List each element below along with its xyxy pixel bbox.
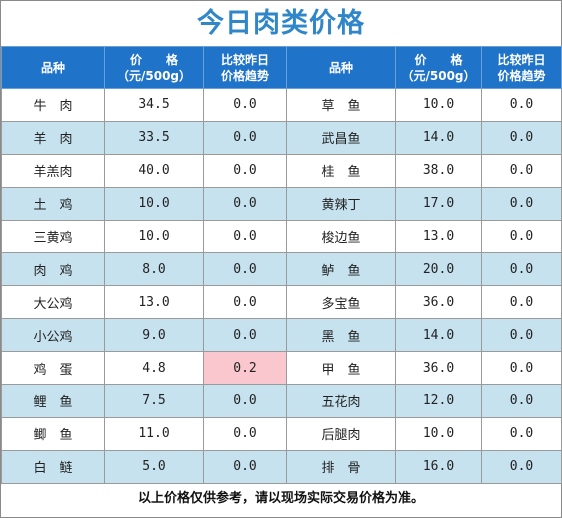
table-header-row: 品种 价 格 （元/500g） 比较昨日 价格趋势 品种 价 格 （元/500g… — [1, 46, 562, 89]
variety-right: 五花肉 — [286, 384, 396, 418]
variety-left: 鸡 蛋 — [1, 351, 105, 386]
variety-left: 鲤 鱼 — [1, 384, 105, 418]
variety-right: 草 鱼 — [286, 88, 396, 122]
price-right: 10.0 — [395, 416, 482, 451]
price-left: 5.0 — [104, 449, 204, 484]
table-row: 牛 肉 34.5 0.0 草 鱼 10.0 0.0 — [1, 88, 562, 122]
price-table: 品种 价 格 （元/500g） 比较昨日 价格趋势 品种 价 格 （元/500g… — [1, 46, 562, 484]
variety-left: 鲫 鱼 — [1, 416, 105, 451]
price-left: 40.0 — [104, 153, 204, 188]
price-right: 38.0 — [395, 153, 482, 188]
variety-right: 桂 鱼 — [286, 153, 396, 188]
trend-left: 0.0 — [203, 88, 287, 122]
variety-right: 后腿肉 — [286, 416, 396, 451]
price-left: 9.0 — [104, 318, 204, 353]
trend-left: 0.0 — [203, 384, 287, 418]
trend-right: 0.0 — [481, 153, 562, 188]
price-right: 36.0 — [395, 285, 482, 320]
variety-left: 羊羔肉 — [1, 153, 105, 188]
price-right: 20.0 — [395, 252, 482, 287]
variety-left: 大公鸡 — [1, 285, 105, 320]
trend-left: 0.0 — [203, 120, 287, 155]
price-left: 11.0 — [104, 416, 204, 451]
trend-right: 0.0 — [481, 384, 562, 418]
trend-left: 0.0 — [203, 186, 287, 221]
trend-right: 0.0 — [481, 285, 562, 320]
trend-left: 0.0 — [203, 252, 287, 287]
price-left: 13.0 — [104, 285, 204, 320]
trend-left: 0.0 — [203, 285, 287, 320]
header-variety-left: 品种 — [1, 46, 105, 89]
header-price-right: 价 格 （元/500g） — [395, 46, 482, 89]
table-row: 鲤 鱼 7.5 0.0 五花肉 12.0 0.0 — [1, 384, 562, 418]
trend-left: 0.0 — [203, 153, 287, 188]
table-row: 大公鸡 13.0 0.0 多宝鱼 36.0 0.0 — [1, 285, 562, 320]
variety-left: 白 鲢 — [1, 449, 105, 484]
trend-right: 0.0 — [481, 318, 562, 353]
price-right: 14.0 — [395, 318, 482, 353]
variety-left: 肉 鸡 — [1, 252, 105, 287]
variety-right: 黄辣丁 — [286, 186, 396, 221]
table-row: 土 鸡 10.0 0.0 黄辣丁 17.0 0.0 — [1, 186, 562, 221]
price-right: 10.0 — [395, 88, 482, 122]
price-left: 4.8 — [104, 351, 204, 386]
variety-left: 羊 肉 — [1, 120, 105, 155]
table-row: 鸡 蛋 4.8 0.2 甲 鱼 36.0 0.0 — [1, 351, 562, 386]
disclaimer-note: 以上价格仅供参考，请以现场实际交易价格为准。 — [137, 490, 424, 506]
variety-right: 黑 鱼 — [286, 318, 396, 353]
variety-left: 土 鸡 — [1, 186, 105, 221]
variety-right: 武昌鱼 — [286, 120, 396, 155]
trend-left: 0.0 — [203, 219, 287, 254]
table-row: 羊羔肉 40.0 0.0 桂 鱼 38.0 0.0 — [1, 153, 562, 188]
price-right: 12.0 — [395, 384, 482, 418]
price-left: 8.0 — [104, 252, 204, 287]
table-row: 白 鲢 5.0 0.0 排 骨 16.0 0.0 — [1, 449, 562, 484]
trend-left-up: 0.2 — [203, 351, 287, 386]
price-right: 14.0 — [395, 120, 482, 155]
trend-left: 0.0 — [203, 449, 287, 484]
trend-right: 0.0 — [481, 252, 562, 287]
header-variety-right: 品种 — [286, 46, 396, 89]
trend-right: 0.0 — [481, 416, 562, 451]
page-title: 今日肉类价格 — [197, 8, 365, 39]
trend-left: 0.0 — [203, 318, 287, 353]
trend-right: 0.0 — [481, 120, 562, 155]
table-row: 肉 鸡 8.0 0.0 鲈 鱼 20.0 0.0 — [1, 252, 562, 287]
price-right: 36.0 — [395, 351, 482, 386]
header-price-left: 价 格 （元/500g） — [104, 46, 204, 89]
price-left: 10.0 — [104, 219, 204, 254]
trend-right: 0.0 — [481, 449, 562, 484]
variety-right: 多宝鱼 — [286, 285, 396, 320]
variety-right: 排 骨 — [286, 449, 396, 484]
price-left: 33.5 — [104, 120, 204, 155]
price-right: 13.0 — [395, 219, 482, 254]
table-row: 羊 肉 33.5 0.0 武昌鱼 14.0 0.0 — [1, 120, 562, 155]
trend-right: 0.0 — [481, 219, 562, 254]
variety-left: 三黄鸡 — [1, 219, 105, 254]
table-row: 鲫 鱼 11.0 0.0 后腿肉 10.0 0.0 — [1, 416, 562, 451]
price-right: 16.0 — [395, 449, 482, 484]
header-trend-right: 比较昨日 价格趋势 — [481, 46, 562, 89]
variety-right: 甲 鱼 — [286, 351, 396, 386]
table-row: 三黄鸡 10.0 0.0 梭边鱼 13.0 0.0 — [1, 219, 562, 254]
variety-left: 牛 肉 — [1, 88, 105, 122]
trend-right: 0.0 — [481, 186, 562, 221]
variety-right: 鲈 鱼 — [286, 252, 396, 287]
trend-right: 0.0 — [481, 351, 562, 386]
price-left: 7.5 — [104, 384, 204, 418]
header-trend-left: 比较昨日 价格趋势 — [203, 46, 287, 89]
price-right: 17.0 — [395, 186, 482, 221]
trend-left: 0.0 — [203, 416, 287, 451]
trend-right: 0.0 — [481, 88, 562, 122]
price-left: 10.0 — [104, 186, 204, 221]
table-row: 小公鸡 9.0 0.0 黑 鱼 14.0 0.0 — [1, 318, 562, 353]
variety-left: 小公鸡 — [1, 318, 105, 353]
variety-right: 梭边鱼 — [286, 219, 396, 254]
price-left: 34.5 — [104, 88, 204, 122]
